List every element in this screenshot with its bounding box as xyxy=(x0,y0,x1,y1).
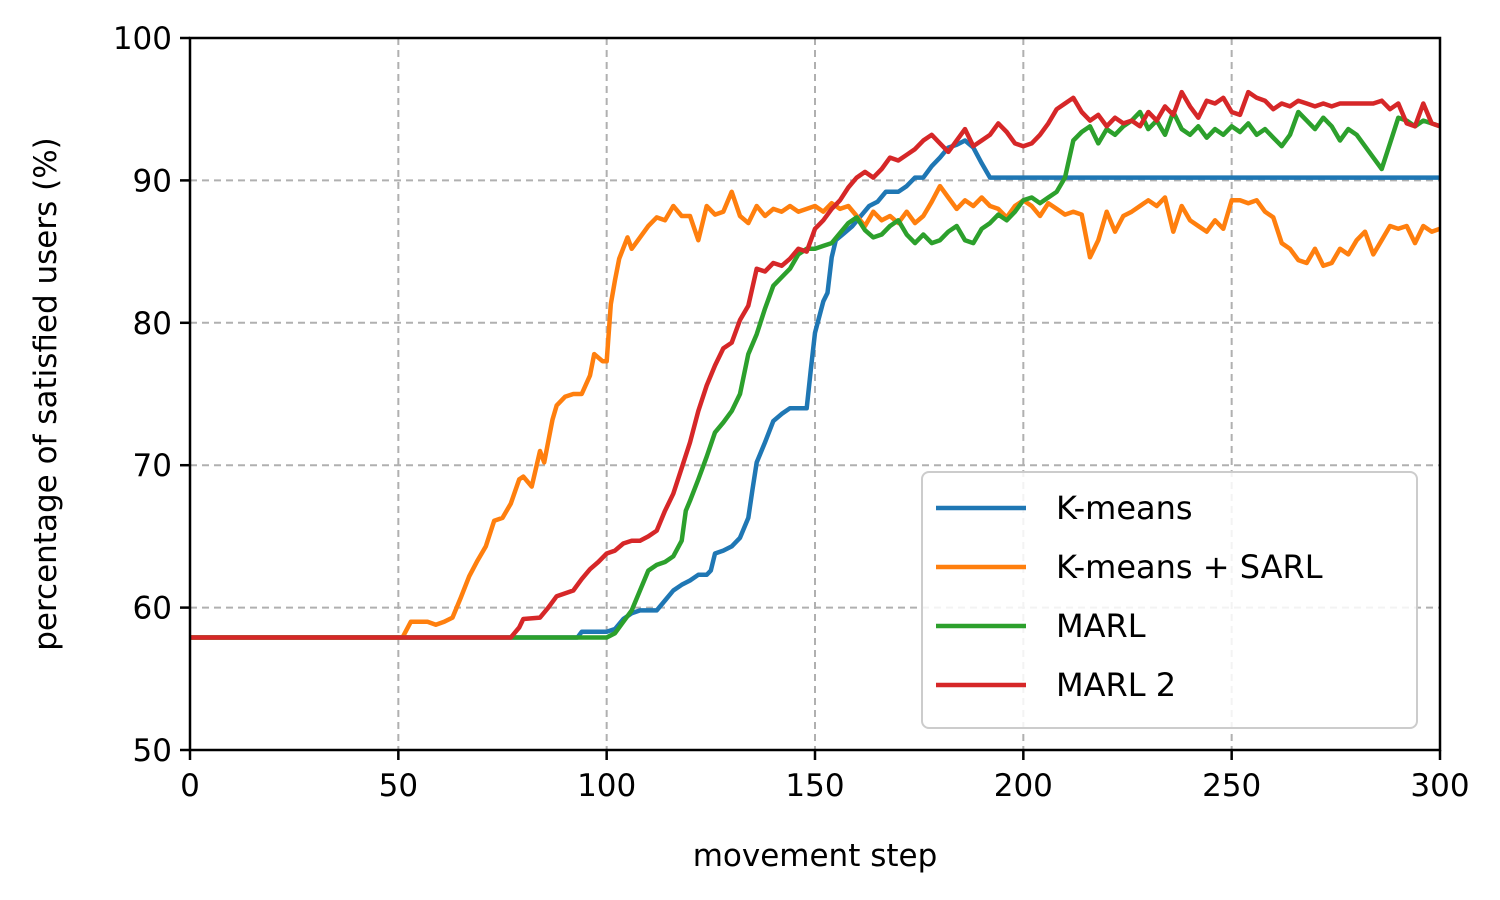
x-tick-label: 150 xyxy=(785,768,844,804)
y-tick-label: 50 xyxy=(133,733,172,769)
legend-label-1: K-means + SARL xyxy=(1056,548,1323,586)
legend-label-2: MARL xyxy=(1056,607,1146,645)
series-line-0 xyxy=(190,138,1440,640)
y-tick-label: 90 xyxy=(133,163,172,199)
x-tick-label: 0 xyxy=(180,768,200,804)
series-line-1 xyxy=(190,183,1441,640)
x-tick-label: 100 xyxy=(577,768,636,804)
x-tick-label: 300 xyxy=(1410,768,1469,804)
y-axis-label: percentage of satisfied users (%) xyxy=(28,137,64,651)
series-lines xyxy=(190,89,1441,640)
y-tick-label: 100 xyxy=(113,21,172,57)
legend: K-means K-means + SARL MARL MARL 2 xyxy=(921,471,1418,729)
legend-label-0: K-means xyxy=(1056,489,1193,527)
x-axis-label: movement step xyxy=(693,838,938,874)
y-tick-label: 70 xyxy=(133,448,172,484)
x-tick-label: 200 xyxy=(994,768,1053,804)
legend-label-3: MARL 2 xyxy=(1056,666,1176,704)
y-tick-label: 60 xyxy=(133,591,172,627)
series-line-3 xyxy=(190,89,1441,640)
x-tick-label: 50 xyxy=(379,768,418,804)
legend-box xyxy=(921,471,1418,729)
y-tick-label: 80 xyxy=(133,306,172,342)
series-line-2 xyxy=(190,109,1441,640)
x-tick-label: 250 xyxy=(1202,768,1261,804)
